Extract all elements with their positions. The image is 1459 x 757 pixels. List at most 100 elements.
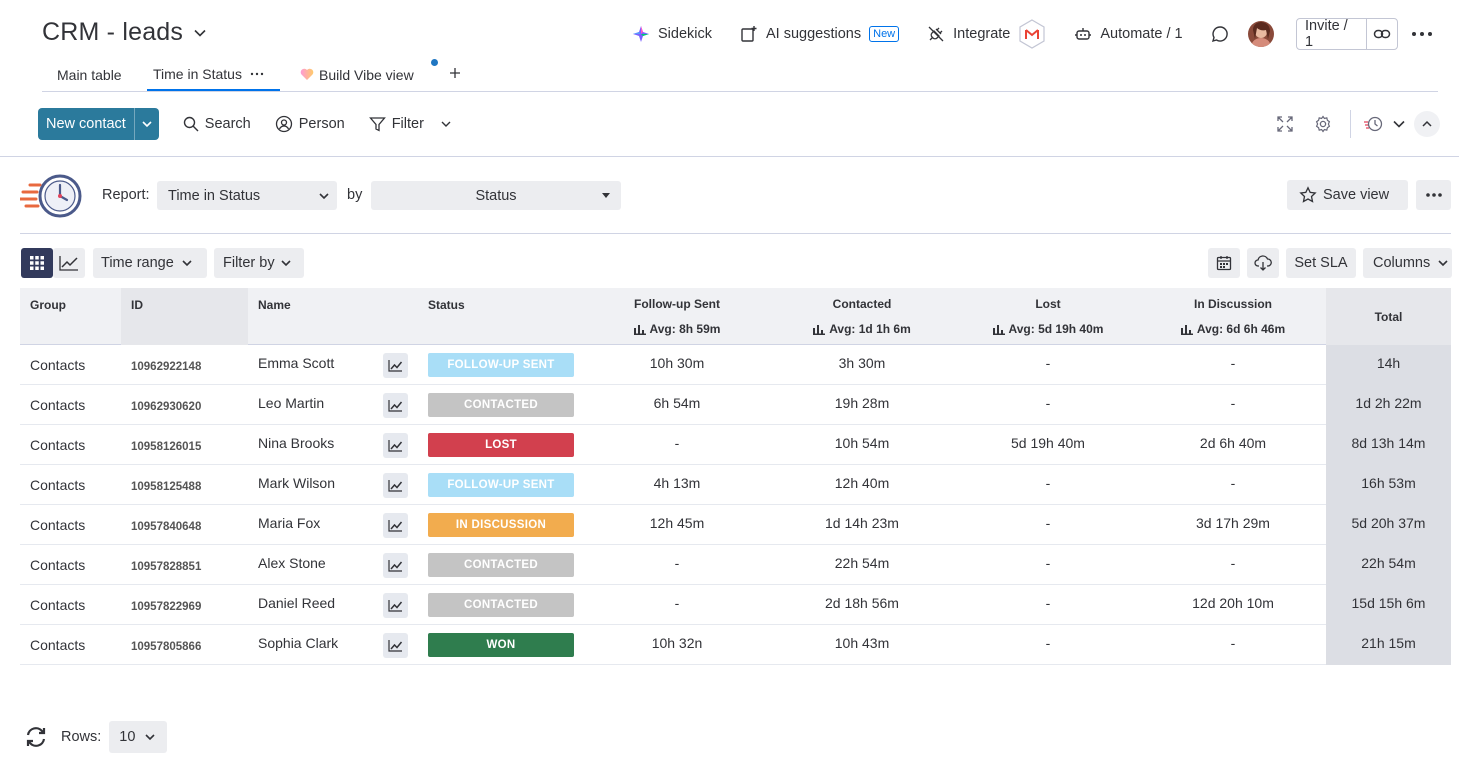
grid-view-button[interactable] [21, 248, 53, 278]
avatar[interactable] [1247, 18, 1275, 50]
export-button[interactable] [1247, 248, 1279, 278]
cell-id: 10962922148 [131, 361, 202, 373]
more-menu-icon[interactable] [1410, 25, 1434, 43]
tab-build-vibe-view[interactable]: Build Vibe view [300, 58, 414, 91]
status-badge[interactable]: FOLLOW-UP SENT [428, 353, 574, 377]
header-in-discussion[interactable]: In Discussion Avg: 6d 6h 46m [1143, 288, 1323, 345]
tab-options-icon[interactable] [250, 71, 264, 77]
header-status[interactable]: Status [428, 298, 465, 312]
cell-group: Contacts [30, 637, 86, 653]
status-badge[interactable]: IN DISCUSSION [428, 513, 574, 537]
status-badge[interactable]: LOST [428, 433, 574, 457]
cell-name[interactable]: Daniel Reed [258, 595, 336, 611]
invite-button[interactable]: Invite / 1 [1296, 18, 1398, 50]
header-total[interactable]: Total [1326, 288, 1451, 345]
time-range-dropdown[interactable]: Time range [93, 248, 207, 278]
time-in-status-logo-icon [20, 170, 84, 220]
status-badge[interactable]: CONTACTED [428, 393, 574, 417]
ai-suggestions-icon [740, 25, 758, 43]
chevron-down-icon[interactable] [440, 118, 452, 130]
sidekick-button[interactable]: Sidekick [632, 18, 712, 50]
status-badge[interactable]: WON [428, 633, 574, 657]
chart-view-button[interactable] [53, 248, 85, 278]
bar-chart-icon [1180, 324, 1193, 335]
table-row[interactable]: Contacts 10962922148 Emma Scott FOLLOW-UP S… [20, 345, 1451, 385]
table-row[interactable]: Contacts 10957822969 Daniel Reed CONTACTED -… [20, 585, 1451, 625]
trend-chart-icon[interactable] [383, 632, 408, 658]
rows-per-page-select[interactable]: 10 [109, 721, 168, 753]
person-label: Person [298, 116, 345, 132]
table-row[interactable]: Contacts 10957805866 Sophia Clark WON 10h 32… [20, 625, 1451, 665]
cell-name[interactable]: Leo Martin [258, 395, 325, 411]
cell-follow-up-sent: - [674, 434, 680, 451]
header-name[interactable]: Name [258, 298, 291, 312]
chevron-down-icon[interactable] [1392, 117, 1406, 131]
trend-chart-icon[interactable] [383, 592, 408, 618]
app-feature-icon[interactable] [1363, 114, 1385, 134]
status-badge[interactable]: FOLLOW-UP SENT [428, 473, 574, 497]
tab-time-in-status[interactable]: Time in Status [147, 58, 280, 91]
settings-gear-icon[interactable] [1314, 115, 1332, 133]
set-sla-button[interactable]: Set SLA [1286, 248, 1356, 278]
cell-total: 5d 20h 37m [1326, 505, 1451, 545]
collapse-header-button[interactable] [1414, 111, 1440, 137]
new-badge: New [869, 26, 900, 42]
cell-name[interactable]: Emma Scott [258, 355, 335, 371]
trend-chart-icon[interactable] [383, 472, 408, 498]
chevron-down-icon[interactable] [133, 108, 159, 140]
report-more-icon[interactable] [1416, 180, 1451, 210]
updates-button[interactable] [1211, 18, 1229, 50]
board-title[interactable]: CRM - leads [42, 18, 207, 47]
trend-chart-icon[interactable] [383, 432, 408, 458]
cell-contacted: 10h 43m [834, 634, 890, 651]
automate-button[interactable]: Automate / 1 [1074, 18, 1183, 50]
status-badge[interactable]: CONTACTED [428, 553, 574, 577]
rows-per-page-value: 10 [119, 729, 136, 745]
cell-name[interactable]: Sophia Clark [258, 635, 339, 651]
report-type-select[interactable]: Time in Status [157, 181, 337, 210]
filter-by-dropdown[interactable]: Filter by [214, 248, 304, 278]
chevron-down-icon[interactable] [193, 26, 207, 40]
integrate-button[interactable]: Integrate [927, 18, 1046, 50]
refresh-icon[interactable] [24, 726, 48, 748]
cell-in-discussion: - [1230, 554, 1236, 571]
search-label: Search [204, 116, 251, 132]
table-row[interactable]: Contacts 10958126015 Nina Brooks LOST - 10h 5… [20, 425, 1451, 465]
add-view-icon[interactable] [448, 66, 462, 80]
table-row[interactable]: Contacts 10958125488 Mark Wilson FOLLOW-UP … [20, 465, 1451, 505]
save-view-button[interactable]: Save view [1287, 180, 1408, 210]
cell-follow-up-sent: 6h 54m [653, 394, 701, 411]
cell-name[interactable]: Alex Stone [258, 555, 326, 571]
header-group[interactable]: Group [30, 298, 66, 312]
columns-dropdown[interactable]: Columns [1363, 248, 1452, 278]
header-lost[interactable]: Lost Avg: 5d 19h 40m [958, 288, 1138, 345]
header-id[interactable]: ID [121, 288, 248, 345]
search-button[interactable]: Search [183, 116, 251, 132]
copy-link-icon[interactable] [1366, 19, 1397, 49]
header-contacted[interactable]: Contacted Avg: 1d 1h 6m [772, 288, 952, 345]
ai-suggestions-button[interactable]: AI suggestions New [740, 18, 900, 50]
table-row[interactable]: Contacts 10962930620 Leo Martin CONTACTED 6h… [20, 385, 1451, 425]
sidekick-label: Sidekick [658, 26, 712, 42]
trend-chart-icon[interactable] [383, 352, 408, 378]
group-by-select[interactable]: Status [371, 181, 621, 210]
filter-label: Filter [391, 116, 424, 132]
fullscreen-icon[interactable] [1276, 115, 1294, 133]
calendar-button[interactable] [1208, 248, 1240, 278]
table-row[interactable]: Contacts 10957828851 Alex Stone CONTACTED - 2… [20, 545, 1451, 585]
person-filter-button[interactable]: Person [275, 115, 345, 133]
new-contact-button[interactable]: New contact [38, 108, 159, 140]
trend-chart-icon[interactable] [383, 552, 408, 578]
status-badge[interactable]: CONTACTED [428, 593, 574, 617]
filter-button[interactable]: Filter [368, 116, 452, 133]
cell-name[interactable]: Mark Wilson [258, 475, 336, 491]
trend-chart-icon[interactable] [383, 512, 408, 538]
tab-main-table[interactable]: Main table [57, 58, 122, 91]
header-average: Avg: 6d 6h 46m [1143, 322, 1323, 336]
chevron-down-icon [145, 732, 156, 742]
cell-name[interactable]: Maria Fox [258, 515, 321, 531]
table-row[interactable]: Contacts 10957840648 Maria Fox IN DISCUSSIO… [20, 505, 1451, 545]
header-follow-up-sent[interactable]: Follow-up Sent Avg: 8h 59m [587, 288, 767, 345]
cell-name[interactable]: Nina Brooks [258, 435, 335, 451]
trend-chart-icon[interactable] [383, 392, 408, 418]
